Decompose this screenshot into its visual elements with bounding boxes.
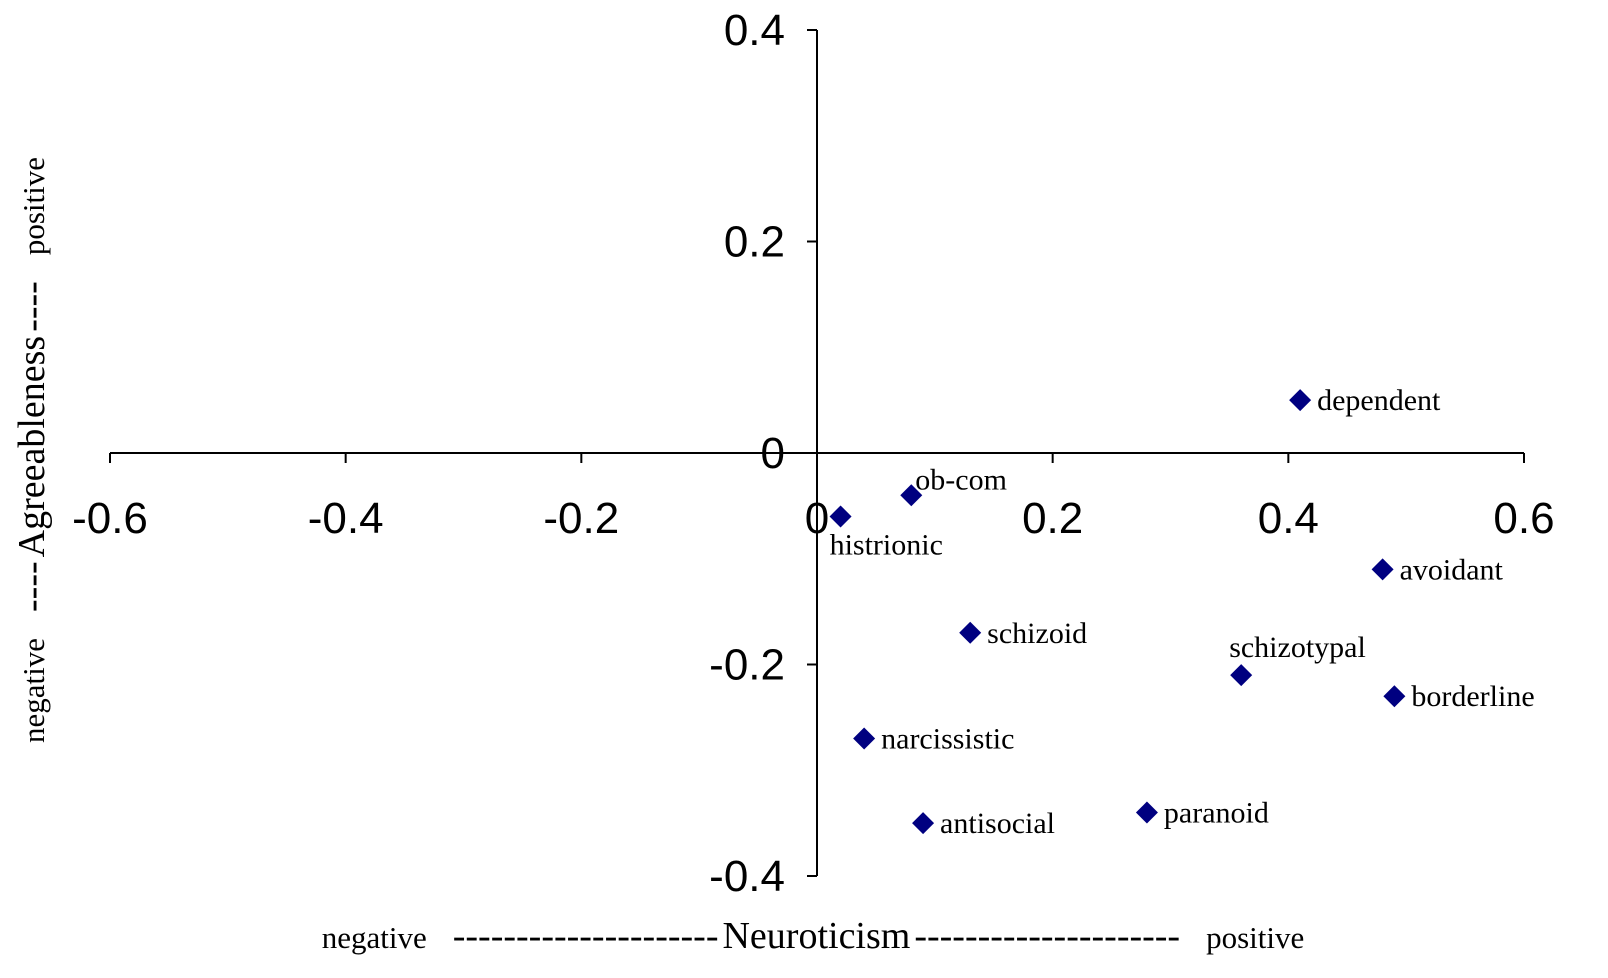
y-axis-name: Agreeableness xyxy=(11,336,53,558)
diamond-marker xyxy=(853,727,876,750)
point-label: avoidant xyxy=(1400,553,1504,586)
data-point: schizotypal xyxy=(1229,631,1366,687)
y-tick-labels: 0.4 0.2 0 -0.2 -0.4 xyxy=(709,6,785,901)
x-axis-dashes-left: --------------------- xyxy=(453,915,719,957)
x-tick-label: -0.6 xyxy=(72,494,148,543)
data-point: avoidant xyxy=(1371,553,1504,586)
point-label: antisocial xyxy=(940,807,1055,840)
axes xyxy=(109,29,1525,877)
diamond-marker xyxy=(1371,558,1394,581)
diamond-marker xyxy=(1383,685,1406,708)
point-label: narcissistic xyxy=(881,723,1014,756)
x-tick-label: 0.4 xyxy=(1258,494,1319,543)
data-point: paranoid xyxy=(1135,797,1269,830)
x-axis-dashes-right: --------------------- xyxy=(914,915,1180,957)
point-label: borderline xyxy=(1411,680,1534,713)
diamond-marker xyxy=(1289,389,1312,412)
point-label: ob-com xyxy=(915,463,1007,496)
x-axis-negative-label: negative xyxy=(322,920,427,955)
y-tick-label: 0 xyxy=(761,429,785,478)
diamond-marker xyxy=(1135,801,1158,824)
point-label: dependent xyxy=(1317,384,1441,417)
x-tick-label: -0.2 xyxy=(543,494,619,543)
x-axis-title: negative --------------------- Neurotici… xyxy=(322,915,1305,957)
data-point: schizoid xyxy=(959,617,1087,650)
data-point: narcissistic xyxy=(853,723,1014,756)
data-point: antisocial xyxy=(912,807,1055,840)
diamond-marker xyxy=(959,621,982,644)
x-axis-positive-label: positive xyxy=(1206,920,1304,955)
y-axis-negative-label: negative xyxy=(16,638,51,743)
y-tick-label: 0.2 xyxy=(724,218,785,267)
x-axis-name: Neuroticism xyxy=(722,915,910,957)
y-axis-title: negative ---- Agreeableness ---- positiv… xyxy=(11,157,53,743)
y-axis-dashes-left: ---- xyxy=(11,561,53,612)
point-label: histrionic xyxy=(830,528,943,561)
x-tick-label: 0 xyxy=(805,494,829,543)
y-tick-label: 0.4 xyxy=(724,6,785,55)
data-point: dependent xyxy=(1289,384,1441,417)
data-points: dependent ob-com histrionic avoidant schizoi… xyxy=(829,384,1535,840)
data-point: histrionic xyxy=(829,505,943,561)
point-label: schizotypal xyxy=(1229,631,1366,664)
diamond-marker xyxy=(912,812,935,835)
y-axis-dashes-right: ---- xyxy=(11,281,53,332)
diamond-marker xyxy=(900,484,923,507)
x-tick-label: -0.4 xyxy=(308,494,384,543)
data-point: ob-com xyxy=(900,463,1007,507)
y-axis-positive-label: positive xyxy=(16,157,51,255)
x-tick-label: 0.2 xyxy=(1022,494,1083,543)
y-tick-label: -0.4 xyxy=(709,852,785,901)
x-tick-labels: -0.6 -0.4 -0.2 0 0.2 0.4 0.6 xyxy=(72,494,1555,543)
diamond-marker xyxy=(1230,664,1253,687)
point-label: schizoid xyxy=(987,617,1087,650)
point-label: paranoid xyxy=(1164,797,1269,830)
y-tick-label: -0.2 xyxy=(709,641,785,690)
data-point: borderline xyxy=(1383,680,1535,713)
x-tick-label: 0.6 xyxy=(1493,494,1554,543)
diamond-marker xyxy=(829,505,852,528)
